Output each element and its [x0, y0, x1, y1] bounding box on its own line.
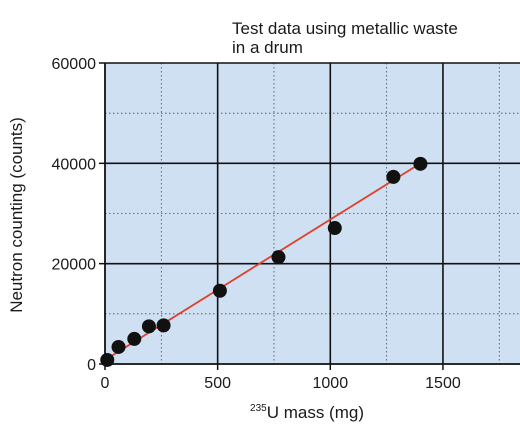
axes	[99, 62, 520, 370]
data-point	[386, 169, 401, 184]
tick-labels: 0 500 1000 1500 0 20000 40000 60000	[52, 56, 461, 392]
data-point	[212, 283, 227, 298]
x-axis-label: 235U mass (mg)	[250, 403, 364, 422]
data-point	[127, 331, 142, 346]
y-tick-label: 60000	[52, 56, 97, 73]
x-tick-label: 500	[204, 375, 231, 392]
data-point	[271, 250, 286, 265]
y-axis-label: Neutron counting (counts)	[7, 117, 26, 313]
chart-title-line-2: in a drum	[232, 38, 303, 57]
x-tick-label: 1500	[425, 375, 461, 392]
data-point	[156, 318, 171, 333]
data-point	[111, 339, 126, 354]
data-point	[413, 156, 428, 171]
x-tick-label: 0	[101, 375, 110, 392]
y-tick-label: 20000	[52, 257, 97, 274]
grid-major	[105, 62, 520, 364]
x-axis-label-main: U mass (mg)	[267, 403, 364, 422]
y-tick-label: 40000	[52, 156, 97, 173]
x-axis-label-superscript: 235	[250, 403, 267, 414]
data-point	[141, 319, 156, 334]
y-tick-label: 0	[87, 357, 96, 374]
grid-minor	[105, 63, 520, 364]
data-point	[100, 352, 115, 367]
data-points	[100, 156, 428, 367]
data-point	[327, 221, 342, 236]
chart-title-line-1: Test data using metallic waste	[232, 19, 458, 38]
x-tick-label: 1000	[313, 375, 349, 392]
